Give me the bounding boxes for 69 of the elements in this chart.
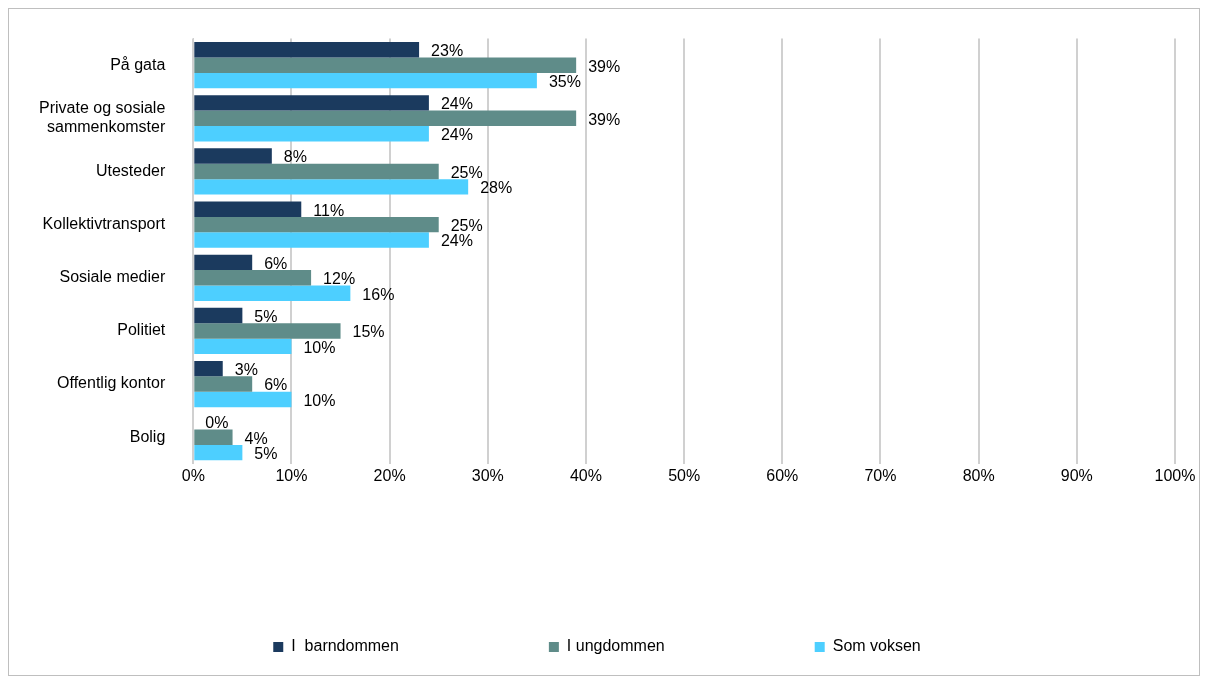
x-tick-label: 60% <box>766 466 799 484</box>
data-label: 4% <box>244 429 268 447</box>
data-label: 10% <box>303 338 336 356</box>
data-label: 6% <box>264 376 288 394</box>
y-tick-label: Private og sosiale sammenkomster <box>38 99 166 136</box>
x-tick-label: 100% <box>1154 466 1196 484</box>
data-label: 5% <box>254 307 278 325</box>
data-label: 12% <box>323 270 356 288</box>
data-label: 39% <box>588 110 621 128</box>
legend-label: I barndommen <box>291 637 399 655</box>
data-label: 28% <box>480 179 513 197</box>
data-label: 16% <box>362 285 395 303</box>
y-tick-label: Bolig <box>129 427 166 445</box>
bar <box>194 376 253 392</box>
bar <box>194 72 537 89</box>
y-tick-label: Utesteder <box>95 161 166 179</box>
bar <box>194 163 439 180</box>
bar <box>194 126 429 142</box>
bar <box>194 307 243 324</box>
bar <box>194 232 429 248</box>
bar <box>194 57 577 73</box>
x-tick-label: 50% <box>668 466 701 484</box>
data-label: 39% <box>588 57 621 75</box>
bar <box>194 95 429 111</box>
data-label: 15% <box>352 323 385 341</box>
bar <box>194 429 233 445</box>
data-label: 24% <box>440 126 473 144</box>
data-label: 3% <box>234 361 258 379</box>
bar <box>194 338 292 355</box>
y-tick-label: Kollektivtransport <box>42 215 166 233</box>
data-label: 8% <box>283 148 307 166</box>
data-label: 0% <box>205 414 229 432</box>
bar <box>194 216 439 233</box>
data-label: 11% <box>313 201 345 219</box>
y-tick-label: Offentlig kontor <box>57 374 166 392</box>
legend-label: I ungdommen <box>566 637 665 655</box>
data-label: 25% <box>450 163 483 181</box>
bar <box>194 201 302 217</box>
x-tick-label: 30% <box>471 466 504 484</box>
data-label: 25% <box>450 217 483 235</box>
data-label: 5% <box>254 445 278 463</box>
bar <box>194 323 341 339</box>
bar <box>194 444 243 461</box>
y-tick-label: Politiet <box>117 321 166 339</box>
data-label: 24% <box>440 95 473 113</box>
x-tick-label: 40% <box>569 466 602 484</box>
legend-label: Som voksen <box>832 637 921 655</box>
data-label: 35% <box>548 72 581 90</box>
bar <box>194 360 223 377</box>
bar <box>194 270 312 286</box>
y-tick-label: Sosiale medier <box>59 268 166 286</box>
data-label: 23% <box>431 42 464 60</box>
x-tick-label: 0% <box>181 466 205 484</box>
y-tick-label: På gata <box>110 55 166 73</box>
x-tick-label: 90% <box>1060 466 1093 484</box>
data-label: 6% <box>264 254 288 272</box>
x-tick-label: 80% <box>962 466 995 484</box>
bar <box>194 391 292 408</box>
bar <box>194 254 253 271</box>
bar <box>194 285 351 301</box>
data-label: 24% <box>440 232 473 250</box>
x-tick-label: 20% <box>373 466 406 484</box>
x-tick-label: 70% <box>864 466 897 484</box>
bar <box>194 42 420 58</box>
x-tick-label: 10% <box>275 466 308 484</box>
bar <box>194 110 577 127</box>
bar <box>194 179 469 195</box>
data-label: 10% <box>303 391 336 409</box>
bar <box>194 148 272 164</box>
